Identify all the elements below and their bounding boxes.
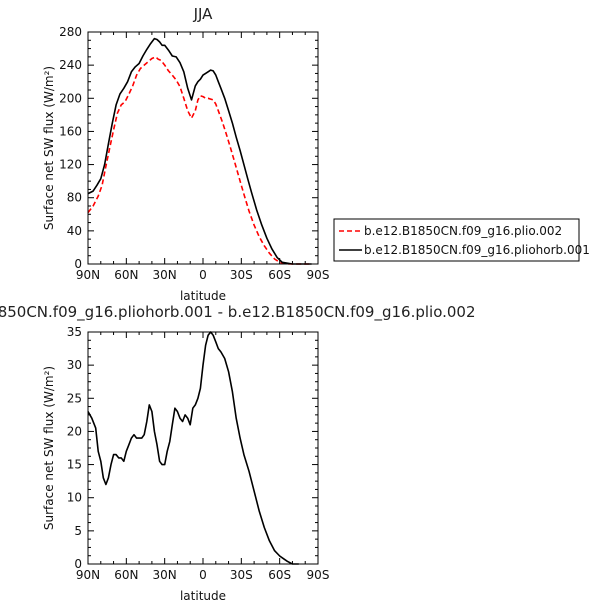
legend-label-plio: b.e12.B1850CN.f09_g16.plio.002 — [364, 224, 562, 238]
bottom-y-tick-label: 5 — [74, 524, 82, 538]
bottom-x-tick-label: 0 — [199, 568, 207, 582]
legend-label-pliohorb: b.e12.B1850CN.f09_g16.pliohorb.001 — [364, 243, 590, 257]
legend: b.e12.B1850CN.f09_g16.plio.002 b.e12.B18… — [333, 218, 590, 262]
bottom-y-tick-label: 30 — [67, 358, 82, 372]
legend-box — [333, 218, 580, 262]
top-plot-frame — [87, 31, 319, 265]
top-x-tick-label: 30N — [153, 268, 177, 282]
top-x-tick-label: 90S — [307, 268, 330, 282]
bottom-x-tick-label: 60N — [114, 568, 138, 582]
top-chart-title: JJA — [193, 5, 214, 23]
top-x-axis-label: latitude — [180, 289, 226, 303]
top-y-tick-label: 40 — [67, 224, 82, 238]
top-series-line-0 — [87, 56, 312, 265]
bottom-x-tick-label: 90N — [76, 568, 100, 582]
top-y-tick-label: 0 — [74, 257, 82, 271]
bottom-x-tick-label: 30S — [230, 568, 253, 582]
bottom-panel: b.e12.B1850CN.f09_g16.pliohorb.001 - b.e… — [0, 303, 476, 603]
bottom-ticks: 90N 60N 30N 0 30S 60S 90S 0 5 10 15 20 25 30 35 — [67, 325, 330, 582]
bottom-x-tick-label: 60S — [268, 568, 291, 582]
top-x-tick-label: 0 — [199, 268, 207, 282]
bottom-chart-title: b.e12.B1850CN.f09_g16.pliohorb.001 - b.e… — [0, 303, 476, 322]
bottom-x-axis-label: latitude — [180, 589, 226, 603]
bottom-x-tick-label: 90S — [307, 568, 330, 582]
bottom-plot-frame — [87, 331, 319, 565]
bottom-series-line-0 — [87, 331, 299, 565]
top-y-tick-label: 80 — [67, 191, 82, 205]
top-x-tick-label: 60N — [114, 268, 138, 282]
top-x-tick-label: 30S — [230, 268, 253, 282]
top-x-tick-label: 60S — [268, 268, 291, 282]
bottom-y-tick-label: 25 — [67, 391, 82, 405]
top-series-line-1 — [87, 37, 312, 265]
top-panel: JJA Surface net SW flux (W/m²) latitude … — [42, 5, 329, 303]
bottom-x-tick-label: 30N — [153, 568, 177, 582]
top-y-tick-label: 200 — [59, 91, 82, 105]
bottom-y-tick-label: 20 — [67, 424, 82, 438]
bottom-y-tick-label: 10 — [67, 491, 82, 505]
top-y-tick-label: 280 — [59, 25, 82, 39]
bottom-y-tick-label: 15 — [67, 458, 82, 472]
bottom-series — [87, 331, 299, 565]
top-ticks: 90N 60N 30N 0 30S 60S 90S 0 40 80 120 160 200 240 280 — [59, 25, 329, 282]
top-y-axis-label: Surface net SW flux (W/m²) — [42, 66, 56, 230]
top-y-tick-label: 120 — [59, 158, 82, 172]
top-y-tick-label: 240 — [59, 58, 82, 72]
top-y-tick-label: 160 — [59, 124, 82, 138]
top-x-tick-label: 90N — [76, 268, 100, 282]
bottom-y-tick-label: 0 — [74, 557, 82, 571]
bottom-y-axis-label: Surface net SW flux (W/m²) — [42, 366, 56, 530]
bottom-y-tick-label: 35 — [67, 325, 82, 339]
top-series — [87, 37, 312, 265]
